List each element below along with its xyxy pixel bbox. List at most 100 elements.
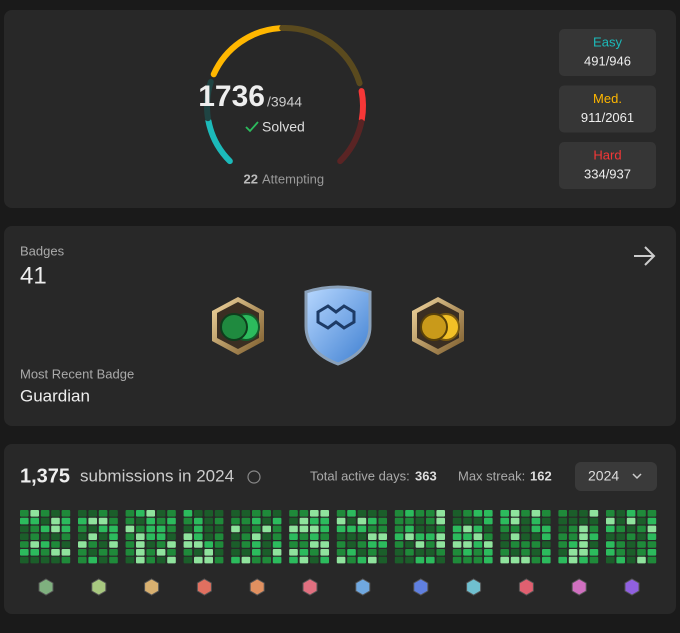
heatmap-cell <box>510 533 520 540</box>
heatmap-cell <box>310 541 319 548</box>
heatmap-cell <box>473 510 483 517</box>
progress-card <box>4 10 676 208</box>
heatmap-cell <box>473 556 483 564</box>
heatmap-cell <box>426 541 435 548</box>
heatmap-cell <box>125 556 135 564</box>
heatmap-cell <box>336 533 346 540</box>
month-badge <box>571 578 587 596</box>
heatmap-cell <box>531 541 541 548</box>
heatmap-cell <box>88 556 97 564</box>
heatmap-cell <box>51 517 60 525</box>
heatmap-cell <box>484 541 493 548</box>
heatmap-cell <box>510 525 520 533</box>
heatmap-cell <box>109 510 118 517</box>
difficulty-value: 911/2061 <box>581 110 634 125</box>
heatmap-cell <box>167 517 176 525</box>
year-dropdown[interactable] <box>575 462 657 491</box>
heatmap-cell <box>136 533 145 540</box>
heatmap-cell <box>558 510 567 517</box>
heatmap-cell <box>500 525 509 533</box>
solved-total: /3944 <box>267 94 302 110</box>
heatmap-cell <box>98 533 108 540</box>
heatmap-cell <box>368 549 377 556</box>
heatmap-cell <box>194 525 203 533</box>
arrow-button[interactable] <box>634 246 656 266</box>
gauge-arc <box>204 78 214 122</box>
heatmap-cell <box>626 549 636 556</box>
badge-icon[interactable] <box>212 297 264 355</box>
heatmap-cell <box>183 541 193 548</box>
heatmap-cell <box>436 525 445 533</box>
heatmap-cell <box>394 541 404 548</box>
heatmap-cell <box>463 517 472 525</box>
heatmap-cell <box>637 533 646 540</box>
month-badge <box>518 578 534 596</box>
info-icon[interactable] <box>247 470 261 484</box>
heatmap-cell <box>61 525 71 533</box>
badge-icon[interactable] <box>412 297 464 355</box>
heatmap-cell <box>125 549 135 556</box>
active-days-label: Total active days: <box>310 468 410 483</box>
difficulty-box <box>559 29 656 76</box>
heatmap-cell <box>647 549 657 556</box>
heatmap-cell <box>299 549 309 556</box>
heatmap-cell <box>637 541 646 548</box>
gauge-arc <box>210 25 283 78</box>
recent-badge-name: Guardian <box>20 386 90 405</box>
heatmap-cell <box>394 525 404 533</box>
heatmap-cell <box>146 556 155 564</box>
heatmap-cell <box>241 533 251 540</box>
heatmap-cell <box>568 549 578 556</box>
heatmap-cell <box>542 556 551 564</box>
heatmap-cell <box>320 541 329 548</box>
gauge-arc <box>279 25 363 87</box>
heatmap-cell <box>289 541 298 548</box>
heatmap-cell <box>531 533 541 540</box>
heatmap-cell <box>436 533 445 540</box>
heatmap-cell <box>109 525 118 533</box>
heatmap-cell <box>626 541 636 548</box>
badge-icon[interactable] <box>304 285 372 366</box>
heatmap-cell <box>500 517 509 525</box>
heatmap-cell <box>231 556 240 564</box>
heatmap-cell <box>436 510 445 517</box>
heatmap-cell <box>378 556 387 564</box>
heatmap-cell <box>336 556 346 564</box>
heatmap-cell <box>463 510 472 517</box>
heatmap-cell <box>194 510 203 517</box>
heatmap-cell <box>542 533 551 540</box>
heatmap-cell <box>61 533 71 540</box>
heatmap-cell <box>194 533 203 540</box>
heatmap-cell <box>262 517 271 525</box>
year-value: 2024 <box>588 468 619 484</box>
heatmap-cell <box>214 541 224 548</box>
heatmap-cell <box>183 533 193 540</box>
month-badge <box>624 578 640 596</box>
solved-label: Solved <box>262 119 305 135</box>
heatmap-cell <box>347 549 356 556</box>
heatmap-cell <box>204 510 213 517</box>
heatmap-cell <box>231 517 240 525</box>
heatmap-cell <box>500 533 509 540</box>
heatmap-cell <box>473 541 483 548</box>
heatmap-cell <box>616 525 625 533</box>
heatmap-cell <box>500 541 509 548</box>
heatmap-cell <box>463 556 472 564</box>
heatmap-cell <box>415 533 425 540</box>
heatmap-cell <box>299 556 309 564</box>
heatmap-cell <box>272 549 282 556</box>
heatmap-cell <box>125 541 135 548</box>
heatmap-cell <box>20 549 29 556</box>
heatmap-cell <box>436 517 445 525</box>
heatmap-cell <box>262 525 271 533</box>
heatmap-cell <box>241 525 251 533</box>
heatmap-cell <box>637 549 646 556</box>
heatmap-cell <box>426 549 435 556</box>
heatmap-cell <box>183 525 193 533</box>
heatmap-cell <box>30 510 39 517</box>
heatmap-cell <box>231 510 240 517</box>
heatmap-cell <box>51 549 60 556</box>
month-badge <box>144 578 160 596</box>
badges-count: 41 <box>20 262 47 289</box>
heatmap-cell <box>484 510 493 517</box>
